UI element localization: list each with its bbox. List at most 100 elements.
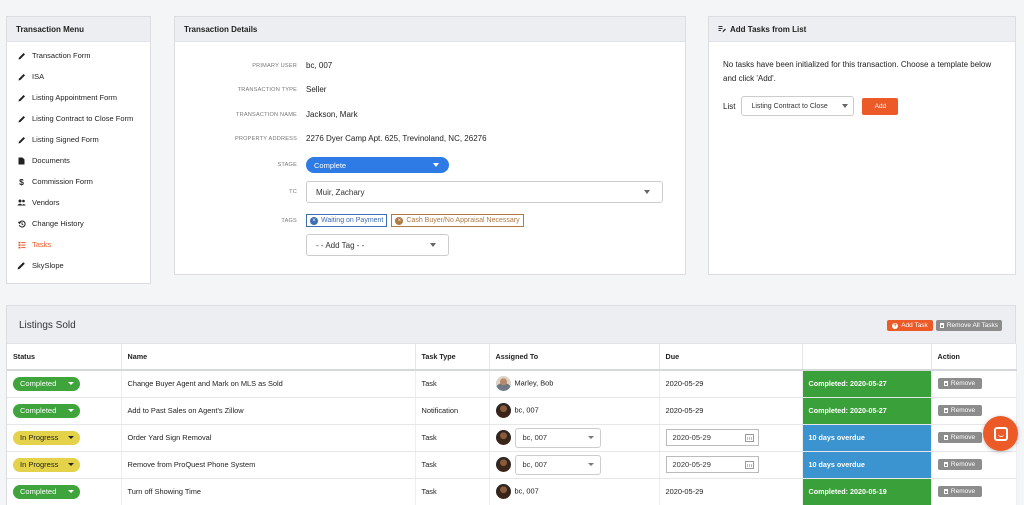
stage-label: STAGE	[277, 162, 297, 168]
add-task-button[interactable]: + Add Task	[887, 320, 933, 331]
assignee-select[interactable]: bc, 007	[514, 454, 601, 475]
stage-value: Complete	[314, 160, 347, 170]
sidebar-item-label: Listing Contract to Close Form	[32, 114, 134, 123]
table-row: Completed Change Buyer Agent and Mark on…	[7, 370, 1017, 398]
due-cell: 2020-05-29	[659, 478, 803, 505]
remove-task-button[interactable]: Remove	[937, 459, 982, 470]
tag-chip[interactable]: × Cash Buyer/No Appraisal Necessary	[391, 214, 524, 227]
avatar	[495, 403, 511, 418]
table-row: Completed Turn off Showing Time Task bc,…	[7, 478, 1017, 505]
remove-label: Remove	[950, 461, 976, 468]
task-result: 10 days overdue	[802, 424, 932, 452]
pen-icon	[16, 261, 27, 270]
status-select[interactable]: In Progress	[13, 457, 80, 472]
sidebar-item-isa[interactable]: ISA	[7, 66, 150, 87]
status-select[interactable]: Completed	[13, 484, 80, 499]
assigned-cell: bc, 007	[489, 451, 660, 479]
property-address-row: PROPERTY ADDRESS 2276 Dyer Camp Apt. 625…	[175, 134, 685, 143]
list-edit-icon	[718, 25, 726, 33]
caret-down-icon	[842, 104, 849, 108]
sidebar-item-label: Vendors	[32, 198, 60, 207]
sidebar-item-label: Change History	[32, 219, 84, 228]
listings-header: Listings Sold + Add Task Remove All Task…	[7, 306, 1015, 344]
task-name: Add to Past Sales on Agent's Zillow	[121, 397, 416, 425]
tc-value: Muir, Zachary	[316, 187, 365, 197]
sidebar-item-commission-form[interactable]: $ Commission Form	[7, 171, 150, 192]
assignee-select[interactable]: bc, 007	[514, 427, 601, 448]
column-header: Task Type	[415, 344, 490, 371]
pencil-icon	[16, 94, 27, 102]
pencil-icon	[16, 52, 27, 60]
sidebar-item-listing-contract-to-close-form[interactable]: Listing Contract to Close Form	[7, 108, 150, 129]
remove-task-button[interactable]: Remove	[937, 405, 982, 416]
sidebar-item-skyslope[interactable]: SkySlope	[7, 255, 150, 276]
status-value: In Progress	[20, 460, 59, 469]
trash-icon	[943, 435, 948, 440]
column-header: Action	[931, 344, 1017, 371]
task-result: Completed: 2020-05-27	[802, 370, 932, 398]
status-select[interactable]: Completed	[13, 376, 80, 391]
transaction-type-label: TRANSACTION TYPE	[237, 86, 297, 93]
tc-row: TC Muir, Zachary	[175, 181, 685, 203]
tags-row: TAGS × Waiting on Payment × Cash Buyer/No A…	[175, 214, 685, 227]
sidebar-item-listing-signed-form[interactable]: Listing Signed Form	[7, 129, 150, 150]
chat-button[interactable]	[983, 416, 1018, 451]
due-cell: 2020-05-29	[659, 397, 803, 425]
task-type: Task	[415, 451, 490, 479]
due-cell: 2020-05-29	[659, 424, 803, 452]
tag-chip[interactable]: × Waiting on Payment	[306, 214, 388, 227]
transaction-menu: Transaction Menu Transaction Form ISA List…	[6, 16, 151, 284]
remove-all-tasks-button[interactable]: Remove All Tasks	[935, 320, 1002, 331]
transaction-name-row: TRANSACTION NAME Jackson, Mark	[175, 110, 685, 119]
task-name: Change Buyer Agent and Mark on MLS as So…	[121, 370, 416, 398]
sidebar-item-tasks[interactable]: Tasks	[7, 234, 150, 255]
stage-row: STAGE Complete	[175, 157, 685, 173]
remove-tag-icon[interactable]: ×	[310, 216, 318, 225]
remove-label: Remove	[950, 407, 976, 414]
caret-down-icon	[68, 463, 74, 466]
sidebar-item-label: Transaction Form	[32, 51, 91, 60]
due-cell: 2020-05-29	[659, 451, 803, 479]
due-date-input[interactable]: 2020-05-29	[665, 429, 759, 446]
assignee-name: Marley, Bob	[514, 378, 554, 388]
remove-tag-icon[interactable]: ×	[395, 216, 404, 225]
remove-task-button[interactable]: Remove	[937, 486, 982, 497]
status-select[interactable]: Completed	[13, 403, 80, 418]
stage-select[interactable]: Complete	[306, 157, 449, 173]
status-cell: Completed	[7, 478, 122, 505]
sidebar-item-documents[interactable]: Documents	[7, 150, 150, 171]
remove-label: Remove	[950, 488, 976, 495]
task-result: Completed: 2020-05-27	[802, 397, 932, 425]
column-header: Due	[659, 344, 803, 371]
assignee-name: bc, 007	[514, 486, 539, 496]
caret-down-icon	[68, 382, 74, 386]
add-tag-select[interactable]: - - Add Tag - -	[306, 234, 449, 256]
task-type: Task	[415, 370, 490, 398]
tags-list: × Waiting on Payment × Cash Buyer/No Apprai…	[306, 214, 528, 227]
status-select[interactable]: In Progress	[13, 430, 80, 445]
column-header: Assigned To	[489, 344, 660, 371]
column-header	[802, 344, 932, 371]
action-cell: Remove	[931, 478, 1017, 505]
trash-icon	[943, 381, 948, 387]
sidebar-item-change-history[interactable]: Change History	[7, 213, 150, 234]
due-date-input[interactable]: 2020-05-29	[665, 456, 759, 473]
status-value: Completed	[20, 406, 57, 415]
sidebar-item-vendors[interactable]: Vendors	[7, 192, 150, 213]
status-cell: Completed	[7, 397, 122, 425]
tasks-icon	[16, 241, 27, 249]
sidebar-item-transaction-form[interactable]: Transaction Form	[7, 45, 150, 66]
property-address-label: PROPERTY ADDRESS	[234, 135, 297, 142]
sidebar-item-listing-appointment-form[interactable]: Listing Appointment Form	[7, 87, 150, 108]
sidebar-item-label: Tasks	[32, 240, 52, 249]
table-row: Completed Add to Past Sales on Agent's Z…	[7, 397, 1017, 425]
remove-task-button[interactable]: Remove	[937, 378, 982, 390]
remove-task-button[interactable]: Remove	[937, 432, 982, 443]
add-template-button[interactable]: Add	[862, 97, 899, 115]
template-select[interactable]: Listing Contract to Close	[741, 96, 855, 116]
tc-select[interactable]: Muir, Zachary	[306, 181, 663, 203]
calendar-icon	[744, 460, 754, 469]
add-tag-placeholder: - - Add Tag - -	[316, 240, 365, 250]
task-type: Task	[415, 478, 490, 505]
property-address-value: 2276 Dyer Camp Apt. 625, Trevinoland, NC…	[306, 134, 487, 143]
